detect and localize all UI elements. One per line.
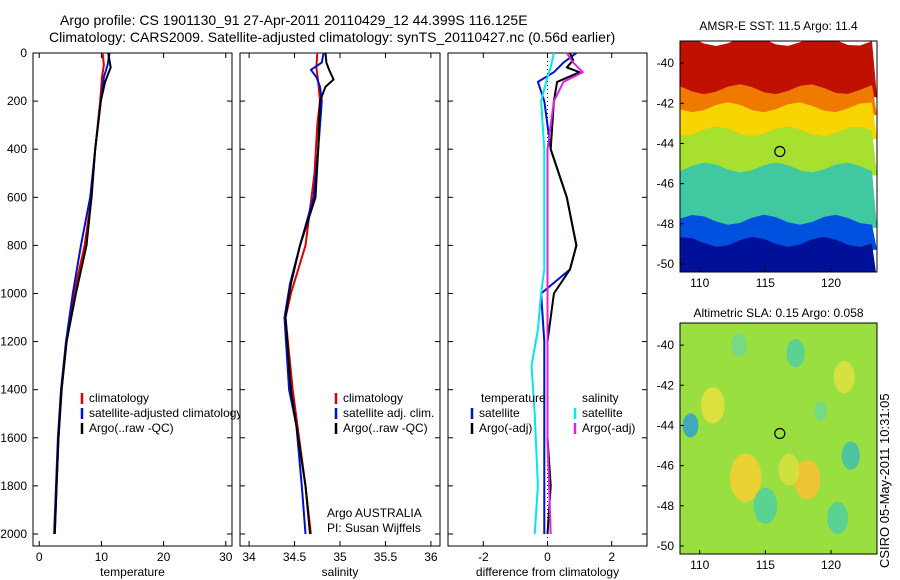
map-panel-1: AMSR-E SST: 11.5 Argo: 11.4 110 115 120 -40 -… [657,19,878,290]
plot-frame [239,52,441,547]
y-tick-label: 400 [7,142,27,156]
x-axis-label: difference from climatology [476,565,619,579]
legend-entry: Argo(..raw -QC) [89,421,174,435]
map-panel-2: Altimetric SLA: 0.15 Argo: 0.058 110 115 12… [657,306,878,572]
argo-float-marker [774,427,786,440]
legend-entry: Argo(-adj) [582,421,635,435]
sla-anomaly-blob [729,453,762,502]
x-tick-label: 0 [36,550,43,564]
map-frame [679,322,878,555]
sla-anomaly-blob [731,333,747,358]
x-tick-label: 110 [690,558,709,572]
series-line-argo-raw-qc- [284,52,335,535]
y-tick-label: 800 [7,238,27,252]
x-axis-label: temperature [100,565,165,579]
y-tick-label: -42 [657,378,675,392]
y-tick-label: -44 [657,136,675,150]
y-tick-label: 1400 [0,383,27,397]
sla-anomaly-blob [786,339,805,368]
figure-title-line-1: Argo profile: CS 1901130_91 27-Apr-2011 … [60,12,528,28]
y-tick-label: -44 [657,418,675,432]
x-tick-label: 30 [219,550,233,564]
x-tick-label: -2 [478,550,489,564]
y-tick-label: 600 [7,190,27,204]
x-tick-label: 110 [690,276,709,290]
y-tick-label: -40 [657,338,675,352]
legend-entry: satellite [479,406,520,420]
profile-panel-2: 34 34.5 35 35.5 36 salinity climatologysatelli… [239,52,441,579]
figure-title-line-2: Climatology: CARS2009. Satellite-adjuste… [49,29,615,45]
legend-entry: satellite adj. clim. [343,406,434,420]
map-title: Altimetric SLA: 0.15 Argo: 0.058 [693,306,863,320]
x-tick-label: 115 [756,276,775,290]
y-tick-label: 200 [7,94,27,108]
y-tick-label: -46 [657,177,675,191]
x-tick-label: 120 [821,276,841,290]
map-frame [679,40,878,273]
x-axis-label: salinity [322,565,359,579]
y-tick-label: 1600 [0,431,27,445]
series-line-argo-raw-qc- [53,52,112,535]
legend-entry: temperature [481,391,546,405]
annotation-line: PI: Susan Wijffels [327,521,421,535]
sla-anomaly-blob [827,501,849,534]
plot-frame [32,52,233,547]
y-tick-label: 1200 [0,335,27,349]
legend-entry: climatology [89,391,149,405]
legend-entry: Argo(-adj) [479,421,532,435]
x-tick-label: 0 [544,550,551,564]
x-tick-label: 34.5 [283,550,307,564]
argo-float-marker [774,145,786,158]
series-line-salinity-satellite [530,52,555,535]
timestamp-side-label: CSIRO 05-May-2011 10:31:05 [877,393,892,568]
sla-anomaly-blob [753,487,778,524]
y-tick-label: -50 [657,539,675,553]
sst-band [680,41,877,98]
sla-anomaly-blob [682,413,699,438]
x-tick-label: 10 [95,550,109,564]
x-tick-label: 20 [157,550,171,564]
sla-anomaly-blob [701,387,725,424]
x-tick-label: 35.5 [374,550,398,564]
map-title: AMSR-E SST: 11.5 Argo: 11.4 [699,19,858,33]
sla-anomaly-blob [841,441,860,470]
y-tick-label: -40 [657,56,675,70]
x-tick-label: 115 [756,558,775,572]
y-tick-label: 0 [20,46,27,60]
legend-entry: satellite-adjusted climatology [89,406,242,420]
sst-band [680,126,877,176]
x-tick-label: 120 [821,558,841,572]
y-tick-label: 2000 [0,527,27,541]
sla-anomaly-blob [778,453,800,486]
y-tick-label: -50 [657,257,675,271]
sla-anomaly-blob [813,401,828,422]
y-tick-label: -42 [657,96,675,110]
y-tick-label: -46 [657,459,675,473]
map-image [680,41,877,272]
legend-entry: satellite [582,406,623,420]
x-tick-label: 34 [242,550,256,564]
x-tick-label: 2 [608,550,615,564]
sst-band [680,236,876,272]
y-tick-label: 1000 [0,286,27,300]
sla-anomaly-blob [833,361,855,394]
y-tick-label: -48 [657,499,675,513]
legend-entry: climatology [343,391,403,405]
sst-band [680,162,877,228]
y-tick-label: 1800 [0,479,27,493]
legend-entry: salinity [582,391,619,405]
x-tick-label: 35 [333,550,347,564]
annotation-line: Argo AUSTRALIA [327,506,422,520]
legend-entry: Argo(..raw -QC) [343,421,428,435]
y-tick-label: -48 [657,217,675,231]
sla-anomaly-blob [794,459,821,500]
profile-panel-1: 0 10 20 30 0 200 400 600 800 1000 1200 1400 1600 1800… [0,46,242,579]
series-line-salinity-argo-adj- [546,52,584,535]
x-tick-label: 36 [424,550,438,564]
